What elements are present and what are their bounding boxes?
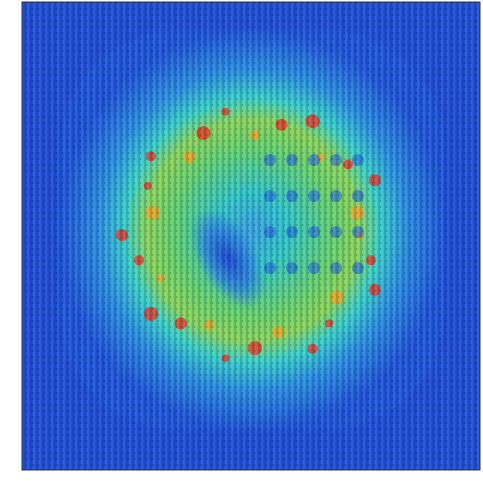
mesh-overlay	[22, 2, 480, 470]
field-plot	[0, 0, 483, 482]
page: (() => { JSON.parse(document.getElementB…	[0, 0, 483, 482]
